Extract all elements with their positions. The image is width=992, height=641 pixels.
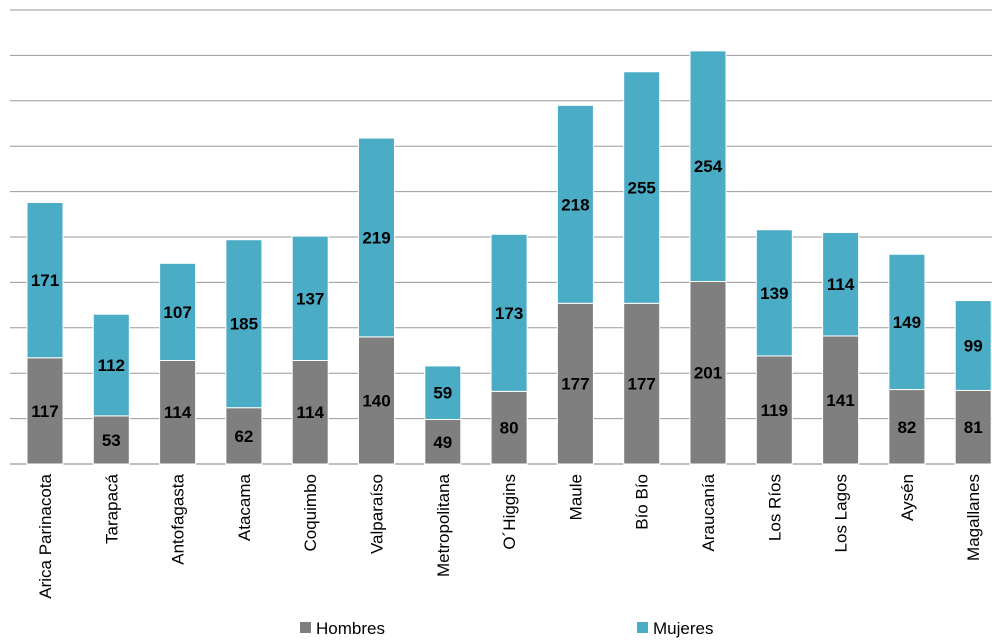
bar-hombres xyxy=(92,415,130,465)
value-label-mujeres: 114 xyxy=(827,275,855,294)
category-label: Maule xyxy=(566,474,585,520)
category-label: Aysén xyxy=(898,474,917,521)
category-label: Bío Bío xyxy=(633,474,652,530)
category-label: Antofagasta xyxy=(169,473,188,564)
category-label: O´Higgins xyxy=(500,474,519,550)
value-label-mujeres: 254 xyxy=(694,157,723,176)
value-label-mujeres: 185 xyxy=(230,315,258,334)
value-label-hombres: 119 xyxy=(761,401,788,420)
value-label-mujeres: 219 xyxy=(362,228,390,247)
bar-mujeres xyxy=(623,71,661,304)
value-label-hombres: 177 xyxy=(561,375,589,394)
category-label: Araucanía xyxy=(699,473,718,551)
category-label: Coquimbo xyxy=(301,474,320,552)
value-label-mujeres: 149 xyxy=(893,313,921,332)
bar-hombres xyxy=(689,280,727,465)
bar-hombres xyxy=(888,389,926,465)
value-label-mujeres: 173 xyxy=(495,304,523,323)
value-label-hombres: 114 xyxy=(164,403,192,422)
value-label-hombres: 81 xyxy=(964,418,983,437)
category-label: Magallanes xyxy=(964,474,983,561)
value-label-hombres: 80 xyxy=(500,419,519,438)
bar-mujeres xyxy=(556,104,594,304)
bars xyxy=(26,50,992,465)
value-label-hombres: 140 xyxy=(362,391,390,410)
value-label-mujeres: 107 xyxy=(163,303,191,322)
value-labels: 117 171 53 112 114 107 62 185 114 137 140 219 49 59 80… xyxy=(31,157,983,452)
bar-mujeres xyxy=(291,235,329,361)
value-label-hombres: 114 xyxy=(296,403,324,422)
value-label-hombres: 201 xyxy=(694,364,722,383)
value-label-mujeres: 218 xyxy=(561,195,589,214)
legend-label-mujeres: Mujeres xyxy=(653,619,713,638)
bar-hombres xyxy=(291,359,329,465)
bar-mujeres xyxy=(755,229,793,357)
value-label-hombres: 177 xyxy=(628,375,656,394)
value-label-mujeres: 137 xyxy=(296,289,324,308)
bar-mujeres xyxy=(424,365,462,421)
category-label: Los Ríos xyxy=(765,474,784,541)
bar-mujeres xyxy=(92,313,130,417)
bar-hombres xyxy=(26,357,64,465)
value-label-mujeres: 112 xyxy=(98,356,125,375)
value-label-mujeres: 255 xyxy=(628,179,656,198)
bar-hombres xyxy=(822,335,860,465)
bar-mujeres xyxy=(490,233,528,392)
bar-mujeres xyxy=(954,300,992,391)
value-label-mujeres: 99 xyxy=(964,337,983,356)
category-label: Los Lagos xyxy=(832,474,851,552)
bar-hombres xyxy=(755,355,793,465)
category-labels: Arica Parinacota Tarapacá Antofagasta Ataca… xyxy=(36,473,983,598)
bar-mujeres xyxy=(159,262,197,361)
value-label-hombres: 117 xyxy=(31,402,58,421)
bar-hombres xyxy=(490,390,528,465)
legend: Hombres Mujeres xyxy=(300,619,713,638)
category-label: Arica Parinacota xyxy=(36,473,55,598)
bar-mujeres xyxy=(26,201,64,359)
value-label-mujeres: 171 xyxy=(31,271,59,290)
value-label-hombres: 82 xyxy=(897,418,916,437)
bar-hombres xyxy=(159,359,197,465)
bar-hombres xyxy=(954,389,992,465)
bar-mujeres xyxy=(888,253,926,391)
value-label-hombres: 141 xyxy=(826,391,854,410)
value-label-hombres: 53 xyxy=(102,431,121,450)
category-label: Valparaíso xyxy=(368,474,387,554)
bar-mujeres xyxy=(358,137,395,338)
value-label-hombres: 62 xyxy=(234,427,253,446)
bar-hombres xyxy=(358,336,395,465)
value-label-mujeres: 59 xyxy=(433,384,452,403)
category-label: Tarapacá xyxy=(102,473,121,543)
legend-swatch-mujeres xyxy=(637,622,648,633)
bar-mujeres xyxy=(225,239,263,409)
bar-mujeres xyxy=(689,50,727,282)
legend-swatch-hombres xyxy=(300,622,311,633)
bar-hombres xyxy=(623,302,661,465)
category-label: Atacama xyxy=(235,473,254,541)
bar-hombres xyxy=(424,419,462,465)
value-label-mujeres: 139 xyxy=(760,284,788,303)
category-label: Metropolitana xyxy=(434,473,453,577)
legend-label-hombres: Hombres xyxy=(316,619,385,638)
value-label-hombres: 49 xyxy=(433,433,452,452)
bar-mujeres xyxy=(822,231,860,337)
